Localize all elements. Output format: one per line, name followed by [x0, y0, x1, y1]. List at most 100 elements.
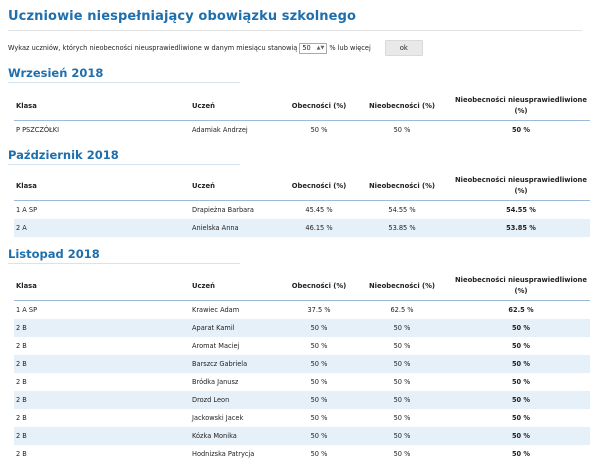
- cell-obecnosci: 37.5 %: [307, 306, 331, 314]
- col-header-uczen: Uczeń: [190, 92, 282, 121]
- threshold-input[interactable]: 50 ▲▼: [299, 42, 328, 54]
- table-row: 2 B Drozd Leon 50 % 50 % 50 %: [14, 391, 590, 409]
- report-table: Klasa Uczeń Obecności (%) Nieobecności (…: [14, 272, 590, 463]
- cell-obecnosci: 46.15 %: [282, 219, 356, 237]
- col-header-nieusprawiedliwione: Nieobecności nieusprawiedliwione (%): [448, 172, 590, 201]
- threshold-value: 50: [302, 44, 311, 52]
- cell-nieobecnosci: 62.5 %: [390, 306, 414, 314]
- cell-klasa: 2 B: [14, 355, 190, 373]
- cell-uczen: Jackowski Jacek: [192, 414, 244, 422]
- cell-klasa: 1 A SP: [16, 206, 38, 214]
- cell-nieusprawiedliwione: 50 %: [511, 126, 531, 134]
- table-row: 1 A SP Drapieżna Barbara 45.45 % 54.55 %…: [14, 201, 590, 220]
- col-header-obecnosci: Obecności (%): [282, 172, 356, 201]
- cell-nieobecnosci: 50 %: [393, 342, 411, 350]
- cell-obecnosci: 50 %: [310, 126, 328, 134]
- col-header-nieobecnosci: Nieobecności (%): [356, 92, 448, 121]
- cell-klasa: 2 A: [14, 219, 190, 237]
- cell-uczen: Anielska Anna: [190, 219, 282, 237]
- col-header-klasa: Klasa: [14, 92, 190, 121]
- filter-bar: Wykaz uczniów, których nieobecności nieu…: [8, 40, 423, 56]
- cell-obecnosci: 50 %: [310, 414, 328, 422]
- table-row: 1 A SP Krawiec Adam 37.5 % 62.5 % 62.5 %: [14, 301, 590, 320]
- cell-obecnosci: 50 %: [310, 450, 328, 458]
- cell-nieobecnosci: 50 %: [356, 391, 448, 409]
- cell-nieusprawiedliwione: 50 %: [448, 319, 590, 337]
- cell-obecnosci: 50 %: [282, 355, 356, 373]
- title-divider: [8, 30, 582, 31]
- table-row: 2 B Aromat Maciej 50 % 50 % 50 %: [14, 337, 590, 355]
- col-header-nieobecnosci: Nieobecności (%): [356, 172, 448, 201]
- table-row: 2 B Hodnizska Patrycja 50 % 50 % 50 %: [14, 445, 590, 463]
- cell-nieobecnosci: 50 %: [393, 414, 411, 422]
- cell-uczen: Hodnizska Patrycja: [192, 450, 255, 458]
- report-table: Klasa Uczeń Obecności (%) Nieobecności (…: [14, 172, 590, 237]
- cell-nieusprawiedliwione: 50 %: [448, 427, 590, 445]
- table-row: 2 B Jackowski Jacek 50 % 50 % 50 %: [14, 409, 590, 427]
- cell-nieusprawiedliwione: 54.55 %: [506, 206, 536, 214]
- month-divider: [8, 82, 240, 83]
- col-header-klasa: Klasa: [14, 272, 190, 301]
- cell-nieusprawiedliwione: 50 %: [448, 355, 590, 373]
- month-title: Październik 2018: [8, 148, 119, 162]
- cell-klasa: 2 B: [16, 450, 27, 458]
- table-header-row: Klasa Uczeń Obecności (%) Nieobecności (…: [14, 172, 590, 201]
- cell-uczen: Krawiec Adam: [192, 306, 240, 314]
- cell-nieusprawiedliwione: 50 %: [511, 414, 531, 422]
- cell-nieusprawiedliwione: 50 %: [511, 378, 531, 386]
- col-header-obecnosci: Obecności (%): [282, 272, 356, 301]
- cell-nieobecnosci: 50 %: [393, 378, 411, 386]
- month-title: Wrzesień 2018: [8, 66, 104, 80]
- cell-nieobecnosci: 53.85 %: [356, 219, 448, 237]
- cell-obecnosci: 50 %: [282, 427, 356, 445]
- cell-obecnosci: 50 %: [310, 378, 328, 386]
- cell-obecnosci: 45.45 %: [305, 206, 333, 214]
- cell-uczen: Drozd Leon: [190, 391, 282, 409]
- cell-klasa: 1 A SP: [16, 306, 38, 314]
- cell-uczen: Kózka Monika: [190, 427, 282, 445]
- cell-uczen: Aromat Maciej: [192, 342, 240, 350]
- month-divider: [8, 263, 240, 264]
- cell-obecnosci: 50 %: [282, 391, 356, 409]
- cell-nieusprawiedliwione: 50 %: [511, 450, 531, 458]
- cell-nieusprawiedliwione: 50 %: [511, 342, 531, 350]
- col-header-nieobecnosci: Nieobecności (%): [356, 272, 448, 301]
- col-header-klasa: Klasa: [14, 172, 190, 201]
- col-header-obecnosci: Obecności (%): [282, 92, 356, 121]
- cell-uczen: Aparat Kamil: [190, 319, 282, 337]
- col-header-uczen: Uczeń: [190, 172, 282, 201]
- col-header-uczen: Uczeń: [190, 272, 282, 301]
- cell-klasa: 2 B: [14, 319, 190, 337]
- table-row: 2 B Kózka Monika 50 % 50 % 50 %: [14, 427, 590, 445]
- cell-obecnosci: 50 %: [282, 319, 356, 337]
- col-header-nieusprawiedliwione: Nieobecności nieusprawiedliwione (%): [448, 272, 590, 301]
- spinner-arrows-icon[interactable]: ▲▼: [316, 44, 325, 51]
- cell-nieusprawiedliwione: 50 %: [448, 391, 590, 409]
- table-row: P PSZCZÓŁKI Adamiak Andrzej 50 % 50 % 50…: [14, 121, 590, 140]
- cell-klasa: P PSZCZÓŁKI: [16, 126, 60, 134]
- table-row: 2 B Barszcz Gabriela 50 % 50 % 50 %: [14, 355, 590, 373]
- cell-nieobecnosci: 50 %: [393, 450, 411, 458]
- ok-button[interactable]: ok: [384, 40, 423, 56]
- cell-nieobecnosci: 50 %: [393, 126, 411, 134]
- col-header-nieusprawiedliwione: Nieobecności nieusprawiedliwione (%): [448, 92, 590, 121]
- cell-klasa: 2 B: [14, 427, 190, 445]
- month-divider: [8, 164, 240, 165]
- cell-nieobecnosci: 50 %: [356, 319, 448, 337]
- cell-klasa: 2 B: [16, 378, 27, 386]
- cell-klasa: 2 B: [14, 391, 190, 409]
- cell-obecnosci: 50 %: [310, 342, 328, 350]
- report-table: Klasa Uczeń Obecności (%) Nieobecności (…: [14, 92, 590, 139]
- cell-klasa: 2 B: [16, 414, 27, 422]
- cell-nieusprawiedliwione: 53.85 %: [448, 219, 590, 237]
- page-title: Uczniowie niespełniający obowiązku szkol…: [8, 9, 357, 24]
- filter-unit-label: % lub więcej: [329, 44, 371, 52]
- table-row: 2 B Aparat Kamil 50 % 50 % 50 %: [14, 319, 590, 337]
- cell-klasa: 2 B: [16, 342, 27, 350]
- cell-nieobecnosci: 50 %: [356, 355, 448, 373]
- table-row: 2 B Bródka Janusz 50 % 50 % 50 %: [14, 373, 590, 391]
- table-header-row: Klasa Uczeń Obecności (%) Nieobecności (…: [14, 272, 590, 301]
- filter-label: Wykaz uczniów, których nieobecności nieu…: [8, 44, 298, 52]
- month-title: Listopad 2018: [8, 247, 100, 261]
- cell-uczen: Adamiak Andrzej: [192, 126, 248, 134]
